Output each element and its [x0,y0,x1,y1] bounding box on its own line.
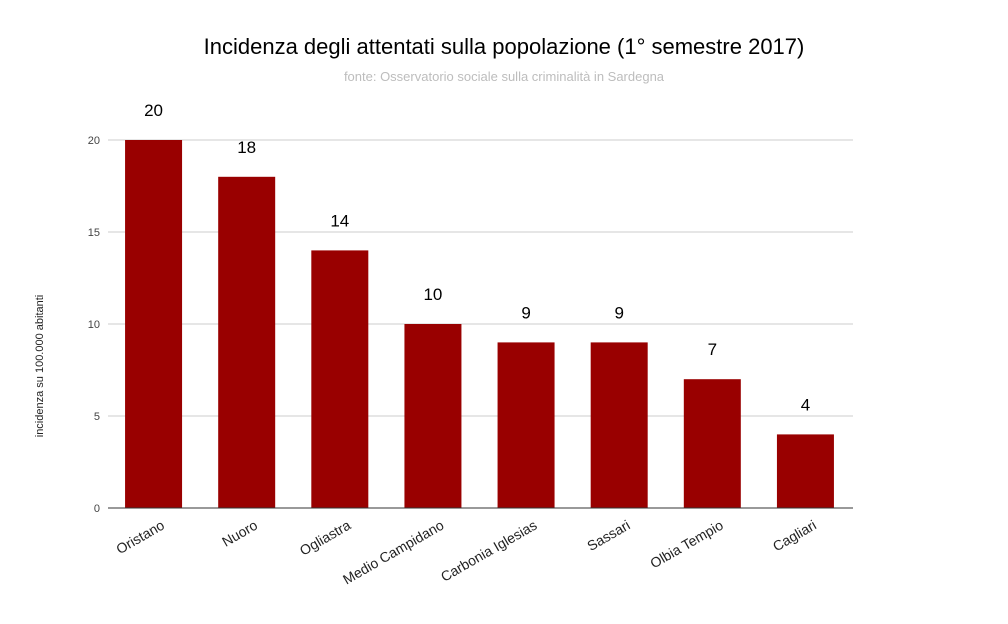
bar [776,434,834,508]
chart-subtitle: fonte: Osservatorio sociale sulla crimin… [344,69,665,84]
x-tick-label: Medio Campidano [340,517,447,588]
data-label: 4 [801,395,810,414]
data-label: 7 [708,340,717,359]
bar [497,342,555,508]
x-tick-label: Carbonia Iglesias [438,517,540,585]
y-tick-label: 0 [94,503,100,515]
chart-title: Incidenza degli attentati sulla popolazi… [204,34,805,59]
data-label: 14 [330,211,349,230]
data-label: 18 [237,138,256,157]
bar [311,250,369,508]
data-label: 9 [521,303,530,322]
bar [218,176,276,509]
y-tick-label: 5 [94,411,100,423]
bar [125,140,183,508]
data-label: 10 [423,285,442,304]
data-label: 9 [614,303,623,322]
y-tick-label: 20 [88,135,100,147]
bar [683,379,741,508]
bar [404,324,462,508]
x-tick-label: Sassari [584,517,632,554]
y-tick-label: 10 [88,319,100,331]
bar [590,342,648,508]
data-label: 20 [144,101,163,120]
x-tick-label: Cagliari [770,517,819,555]
x-tick-label: Nuoro [219,517,260,550]
x-tick-label: Oristano [113,517,167,557]
x-tick-label: Olbia Tempio [647,517,726,572]
x-tick-label: Ogliastra [297,517,354,559]
y-tick-label: 15 [88,227,100,239]
y-axis-label: incidenza su 100.000 abitanti [34,295,46,438]
